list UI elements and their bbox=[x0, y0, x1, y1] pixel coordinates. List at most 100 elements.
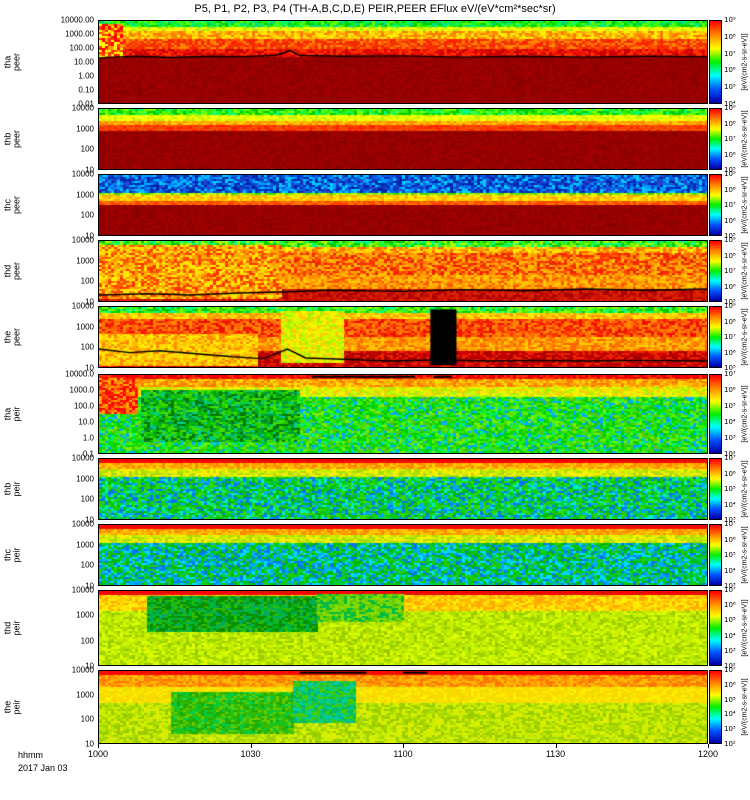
colorbar-gradient bbox=[710, 175, 721, 235]
y-tick-label: 10 bbox=[85, 363, 94, 373]
panel-label-rotated: the peir bbox=[3, 699, 23, 714]
spectrogram-frame bbox=[98, 590, 708, 666]
colorbar-tick-label: 10⁵ bbox=[724, 166, 736, 174]
colorbar-tick-label: 10⁵ bbox=[724, 616, 736, 625]
y-tick-label: 10 bbox=[85, 231, 94, 241]
y-axis-ticks: 10000 1000 100 10 bbox=[26, 666, 98, 749]
y-tick-label: 1.0 bbox=[82, 433, 94, 443]
spectrogram-panel: tha peer 10000.00 1000.00 100.00 10.00 1.00 0… bbox=[0, 16, 750, 109]
colorbar-tick-label: 10⁵ bbox=[724, 83, 736, 92]
colorbar-tick-label: 10⁴ bbox=[724, 100, 736, 108]
colorbar-gradient bbox=[710, 109, 721, 169]
colorbar-tick-label: 10⁷ bbox=[724, 520, 736, 528]
colorbar-tick-label: 10⁵ bbox=[724, 485, 736, 493]
colorbar-tick-label: 10⁷ bbox=[724, 454, 736, 462]
colorbar bbox=[709, 306, 722, 368]
y-tick-label: 100 bbox=[80, 210, 94, 220]
y-tick-label: 100.0 bbox=[73, 401, 94, 411]
colorbar-ticks: 10⁹ 10⁸ 10⁷ 10⁶ 10⁵ 10⁴ bbox=[722, 16, 739, 108]
colorbar-tick-label: 10⁵ bbox=[724, 402, 736, 410]
x-axis-footer: hhmm 2017 Jan 03 bbox=[18, 749, 68, 774]
colorbar-tick-label: 10⁸ bbox=[724, 185, 736, 194]
colorbar-ticks: 10⁷ 10⁶ 10⁵ 10⁴ 10³ 10² bbox=[722, 666, 739, 748]
spectrogram-panel: thd peir 10000 1000 100 10 10⁷ 10⁶ 10⁵ 10⁴ 10³ 1… bbox=[0, 586, 750, 671]
x-tick-label: 1130 bbox=[545, 749, 566, 759]
colorbar-tick-label: 10⁷ bbox=[724, 49, 736, 58]
spectrogram-panel: thc peer 10000 1000 100 10 10⁹ 10⁸ 10⁷ 10⁶ 10⁵ … bbox=[0, 170, 750, 241]
colorbar-tick-label: 10⁶ bbox=[724, 601, 736, 610]
y-tick-label: 10 bbox=[85, 297, 94, 307]
panel-label-rotated: thd peir bbox=[3, 620, 23, 635]
colorbar-tick-label: 10⁵ bbox=[724, 695, 736, 704]
y-axis-ticks: 10000 1000 100 10 bbox=[26, 236, 98, 307]
spectrogram-frame bbox=[98, 174, 708, 236]
y-axis-ticks: 10000 1000 100 10 bbox=[26, 302, 98, 373]
colorbar-tick-label: 10⁷ bbox=[724, 666, 736, 674]
panel-label: thc peir bbox=[0, 524, 26, 586]
y-tick-label: 10.00 bbox=[73, 57, 94, 67]
colorbar-tick-label: 10⁸ bbox=[724, 251, 736, 260]
spectrogram-image bbox=[99, 375, 707, 453]
spectrogram-frame bbox=[98, 108, 708, 170]
y-tick-label: 10000 bbox=[71, 169, 94, 179]
x-tick-mark bbox=[708, 744, 709, 748]
colorbar-unit-text: [eV/(cm2-s-sr-eV)] bbox=[740, 242, 748, 300]
y-tick-label: 10000 bbox=[71, 665, 94, 675]
y-tick-label: 10000 bbox=[71, 301, 94, 311]
colorbar bbox=[709, 108, 722, 170]
instrument-name: peer bbox=[12, 129, 22, 149]
colorbar-ticks: 10⁷ 10⁶ 10⁵ 10⁴ 10³ 10² bbox=[722, 586, 739, 670]
colorbar-tick-label: 10⁷ bbox=[724, 135, 736, 143]
y-tick-label: 1.00 bbox=[78, 71, 94, 81]
colorbar-tick-label: 10⁵ bbox=[724, 364, 736, 372]
spectrogram-panel: the peer 10000 1000 100 10 10⁹ 10⁸ 10⁷ 10⁶ 10⁵ … bbox=[0, 302, 750, 373]
colorbar-gradient bbox=[710, 459, 721, 519]
panel-label: the peir bbox=[0, 670, 26, 744]
panel-label: tha peir bbox=[0, 374, 26, 454]
instrument-name: peer bbox=[12, 195, 22, 215]
colorbar-tick-label: 10³ bbox=[724, 725, 736, 734]
y-tick-label: 1000 bbox=[76, 540, 94, 550]
colorbar-unit-text: [eV/(cm2-s-sr-eV)] bbox=[740, 599, 748, 657]
instrument-name: peer bbox=[12, 327, 22, 347]
y-axis-ticks: 10000 1000 100 10 bbox=[26, 586, 98, 671]
colorbar-tick-label: 10⁷ bbox=[724, 586, 736, 594]
colorbar-unit: [eV/(cm2-s-sr-eV)] bbox=[739, 590, 750, 666]
y-tick-label: 1000 bbox=[76, 322, 94, 332]
x-tick-label: 1100 bbox=[393, 749, 413, 759]
y-tick-label: 1000 bbox=[76, 474, 94, 484]
y-tick-label: 1000 bbox=[76, 124, 94, 134]
spectrogram-panel: thb peer 10000 1000 100 10 10⁹ 10⁸ 10⁷ 10⁶ 10⁵ … bbox=[0, 104, 750, 175]
panel-label: thd peer bbox=[0, 240, 26, 302]
x-axis-tick-labels: 1000 1030 1100 1130 1200 bbox=[88, 744, 718, 778]
spectrogram-image bbox=[99, 525, 707, 585]
spectrogram-panel: thb peir 10000 1000 100 10 10⁷ 10⁶ 10⁵ 10⁴ 10³ … bbox=[0, 454, 750, 525]
x-axis-date-label: 2017 Jan 03 bbox=[18, 762, 68, 773]
spectrogram-frame bbox=[98, 306, 708, 368]
panel-label-rotated: thb peer bbox=[3, 129, 23, 149]
panel-label-rotated: thd peer bbox=[3, 261, 23, 281]
colorbar-tick-label: 10⁶ bbox=[724, 535, 736, 544]
instrument-name: peer bbox=[12, 261, 22, 281]
colorbar-unit: [eV/(cm2-s-sr-eV)] bbox=[739, 524, 750, 586]
colorbar-tick-label: 10⁴ bbox=[724, 710, 736, 719]
plot-title: P5, P1, P2, P3, P4 (TH-A,B,C,D,E) PEIR,P… bbox=[194, 3, 556, 15]
x-axis-unit-label: hhmm bbox=[18, 750, 44, 760]
y-tick-label: 100 bbox=[80, 342, 94, 352]
colorbar-tick-label: 10⁹ bbox=[724, 104, 736, 112]
x-tick-label: 1000 bbox=[87, 749, 109, 759]
spectrogram-image bbox=[99, 175, 707, 235]
y-tick-label: 10000 bbox=[71, 585, 94, 595]
colorbar-gradient bbox=[710, 375, 721, 453]
colorbar-unit: [eV/(cm2-s-sr-eV)] bbox=[739, 374, 750, 454]
spectrogram-frame bbox=[98, 240, 708, 302]
instrument-name: peir bbox=[12, 481, 22, 497]
colorbar-tick-label: 10⁶ bbox=[724, 150, 736, 159]
colorbar-ticks: 10⁷ 10⁶ 10⁵ 10⁴ 10³ bbox=[722, 520, 739, 590]
spectrogram-panel: tha peir 10000.0 1000.0 100.0 10.0 1.0 0.1 10… bbox=[0, 370, 750, 459]
colorbar bbox=[709, 670, 722, 744]
colorbar-tick-label: 10⁶ bbox=[724, 66, 736, 75]
y-axis-ticks: 10000 1000 100 10 bbox=[26, 170, 98, 241]
y-tick-label: 10 bbox=[85, 165, 94, 175]
colorbar-ticks: 10⁹ 10⁸ 10⁷ 10⁶ 10⁵ bbox=[722, 104, 739, 174]
